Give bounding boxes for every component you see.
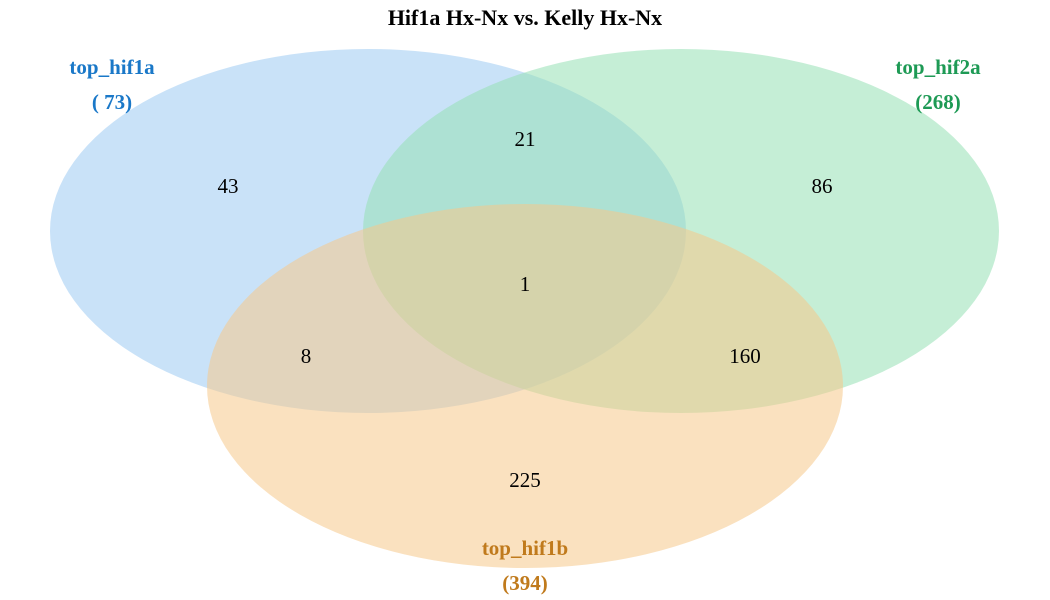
- set-ellipse-top-hif1b: [207, 204, 843, 568]
- set-label-top-hif1a: top_hif1a: [69, 55, 155, 79]
- set-total-top-hif2a: (268): [915, 90, 961, 114]
- count-hif2a-hif1b: 160: [729, 344, 761, 368]
- count-top-hif2a-only: 86: [812, 174, 833, 198]
- count-top-hif1b-only: 225: [509, 468, 541, 492]
- set-label-top-hif1b: top_hif1b: [482, 536, 568, 560]
- count-top-hif1a-only: 43: [218, 174, 239, 198]
- set-total-top-hif1b: (394): [502, 571, 548, 595]
- set-label-top-hif2a: top_hif2a: [895, 55, 981, 79]
- count-hif1a-hif2a: 21: [515, 127, 536, 151]
- count-hif1a-hif1b: 8: [301, 344, 312, 368]
- set-total-top-hif1a: ( 73): [92, 90, 132, 114]
- count-all-three: 1: [520, 272, 531, 296]
- diagram-title: Hif1a Hx-Nx vs. Kelly Hx-Nx: [388, 5, 662, 30]
